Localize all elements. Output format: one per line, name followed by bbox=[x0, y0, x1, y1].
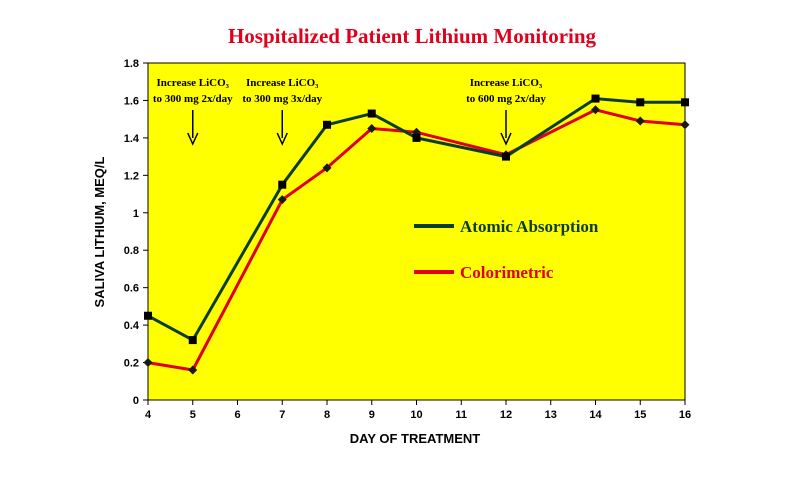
annotation-arrow-head bbox=[276, 132, 288, 146]
y-tick-label: 1.6 bbox=[124, 95, 139, 107]
legend-item: Atomic Absorption bbox=[414, 217, 599, 236]
data-point bbox=[367, 124, 377, 134]
annotation-line: to 600 mg 2x/day bbox=[466, 93, 546, 105]
data-point bbox=[143, 358, 153, 368]
data-point bbox=[188, 365, 198, 375]
legend-label: Atomic Absorption bbox=[460, 217, 599, 236]
data-point bbox=[367, 109, 376, 118]
data-point bbox=[412, 133, 421, 142]
series-line bbox=[147, 108, 686, 372]
data-point bbox=[591, 94, 600, 103]
y-tick-label: 1 bbox=[133, 208, 139, 220]
annotation-arrow-head bbox=[187, 132, 199, 146]
data-point bbox=[635, 116, 645, 126]
y-tick-label: 0.6 bbox=[124, 283, 139, 295]
data-point bbox=[636, 98, 645, 107]
x-tick-label: 9 bbox=[369, 409, 375, 421]
data-point bbox=[591, 105, 600, 115]
x-tick-label: 13 bbox=[545, 409, 557, 421]
series bbox=[143, 105, 690, 375]
y-tick-label: 0 bbox=[133, 395, 139, 407]
x-tick-label: 12 bbox=[500, 409, 512, 421]
data-point bbox=[680, 120, 690, 130]
x-axis-label: DAY OF TREATMENT bbox=[350, 431, 481, 446]
x-tick-label: 8 bbox=[324, 409, 330, 421]
x-tick-label: 15 bbox=[634, 409, 646, 421]
data-point bbox=[322, 163, 332, 173]
data-point bbox=[681, 98, 689, 107]
annotation-arrow-head bbox=[500, 132, 512, 146]
y-tick-label: 1.8 bbox=[124, 58, 139, 70]
annotation-line: Increase LiCO₃ bbox=[246, 77, 319, 89]
x-tick-label: 11 bbox=[455, 409, 467, 421]
chart-title: Hospitalized Patient Lithium Monitoring bbox=[228, 24, 597, 48]
data-point bbox=[502, 152, 510, 161]
legend-label: Colorimetric bbox=[460, 263, 554, 282]
annotation-line: to 300 mg 3x/day bbox=[242, 93, 322, 105]
data-point bbox=[323, 120, 331, 129]
plot-area bbox=[147, 62, 686, 401]
x-tick-label: 4 bbox=[145, 409, 152, 421]
data-point bbox=[277, 195, 287, 205]
y-tick-label: 0.8 bbox=[124, 245, 139, 257]
data-point bbox=[278, 180, 287, 189]
legend-item: Colorimetric bbox=[414, 263, 554, 282]
annotation-line: Increase LiCO₃ bbox=[470, 77, 543, 89]
annotation-line: Increase LiCO₃ bbox=[157, 77, 230, 89]
annotation: Increase LiCO₃ to 600 mg 2x/day bbox=[466, 77, 546, 146]
annotation: Increase LiCO₃ to 300 mg 2x/day bbox=[153, 77, 233, 146]
y-tick-label: 0.4 bbox=[124, 320, 140, 332]
annotation: Increase LiCO₃ to 300 mg 3x/day bbox=[242, 77, 323, 146]
series-line bbox=[147, 97, 685, 342]
x-tick-label: 5 bbox=[190, 409, 196, 421]
annotation-line: to 300 mg 2x/day bbox=[153, 93, 233, 105]
y-tick-label: 1.2 bbox=[124, 170, 139, 182]
x-tick-label: 6 bbox=[234, 409, 240, 421]
x-tick-label: 16 bbox=[679, 409, 691, 421]
y-axis-label: SALIVA LITHIUM, MEQ/L bbox=[92, 156, 107, 307]
y-tick-label: 0.2 bbox=[124, 358, 139, 370]
y-tick-label: 1.4 bbox=[124, 133, 140, 145]
x-tick-label: 7 bbox=[279, 409, 285, 421]
data-point bbox=[144, 311, 152, 320]
series bbox=[144, 94, 689, 345]
x-tick-label: 10 bbox=[410, 409, 422, 421]
data-point bbox=[188, 336, 197, 345]
x-tick-label: 14 bbox=[589, 409, 602, 421]
